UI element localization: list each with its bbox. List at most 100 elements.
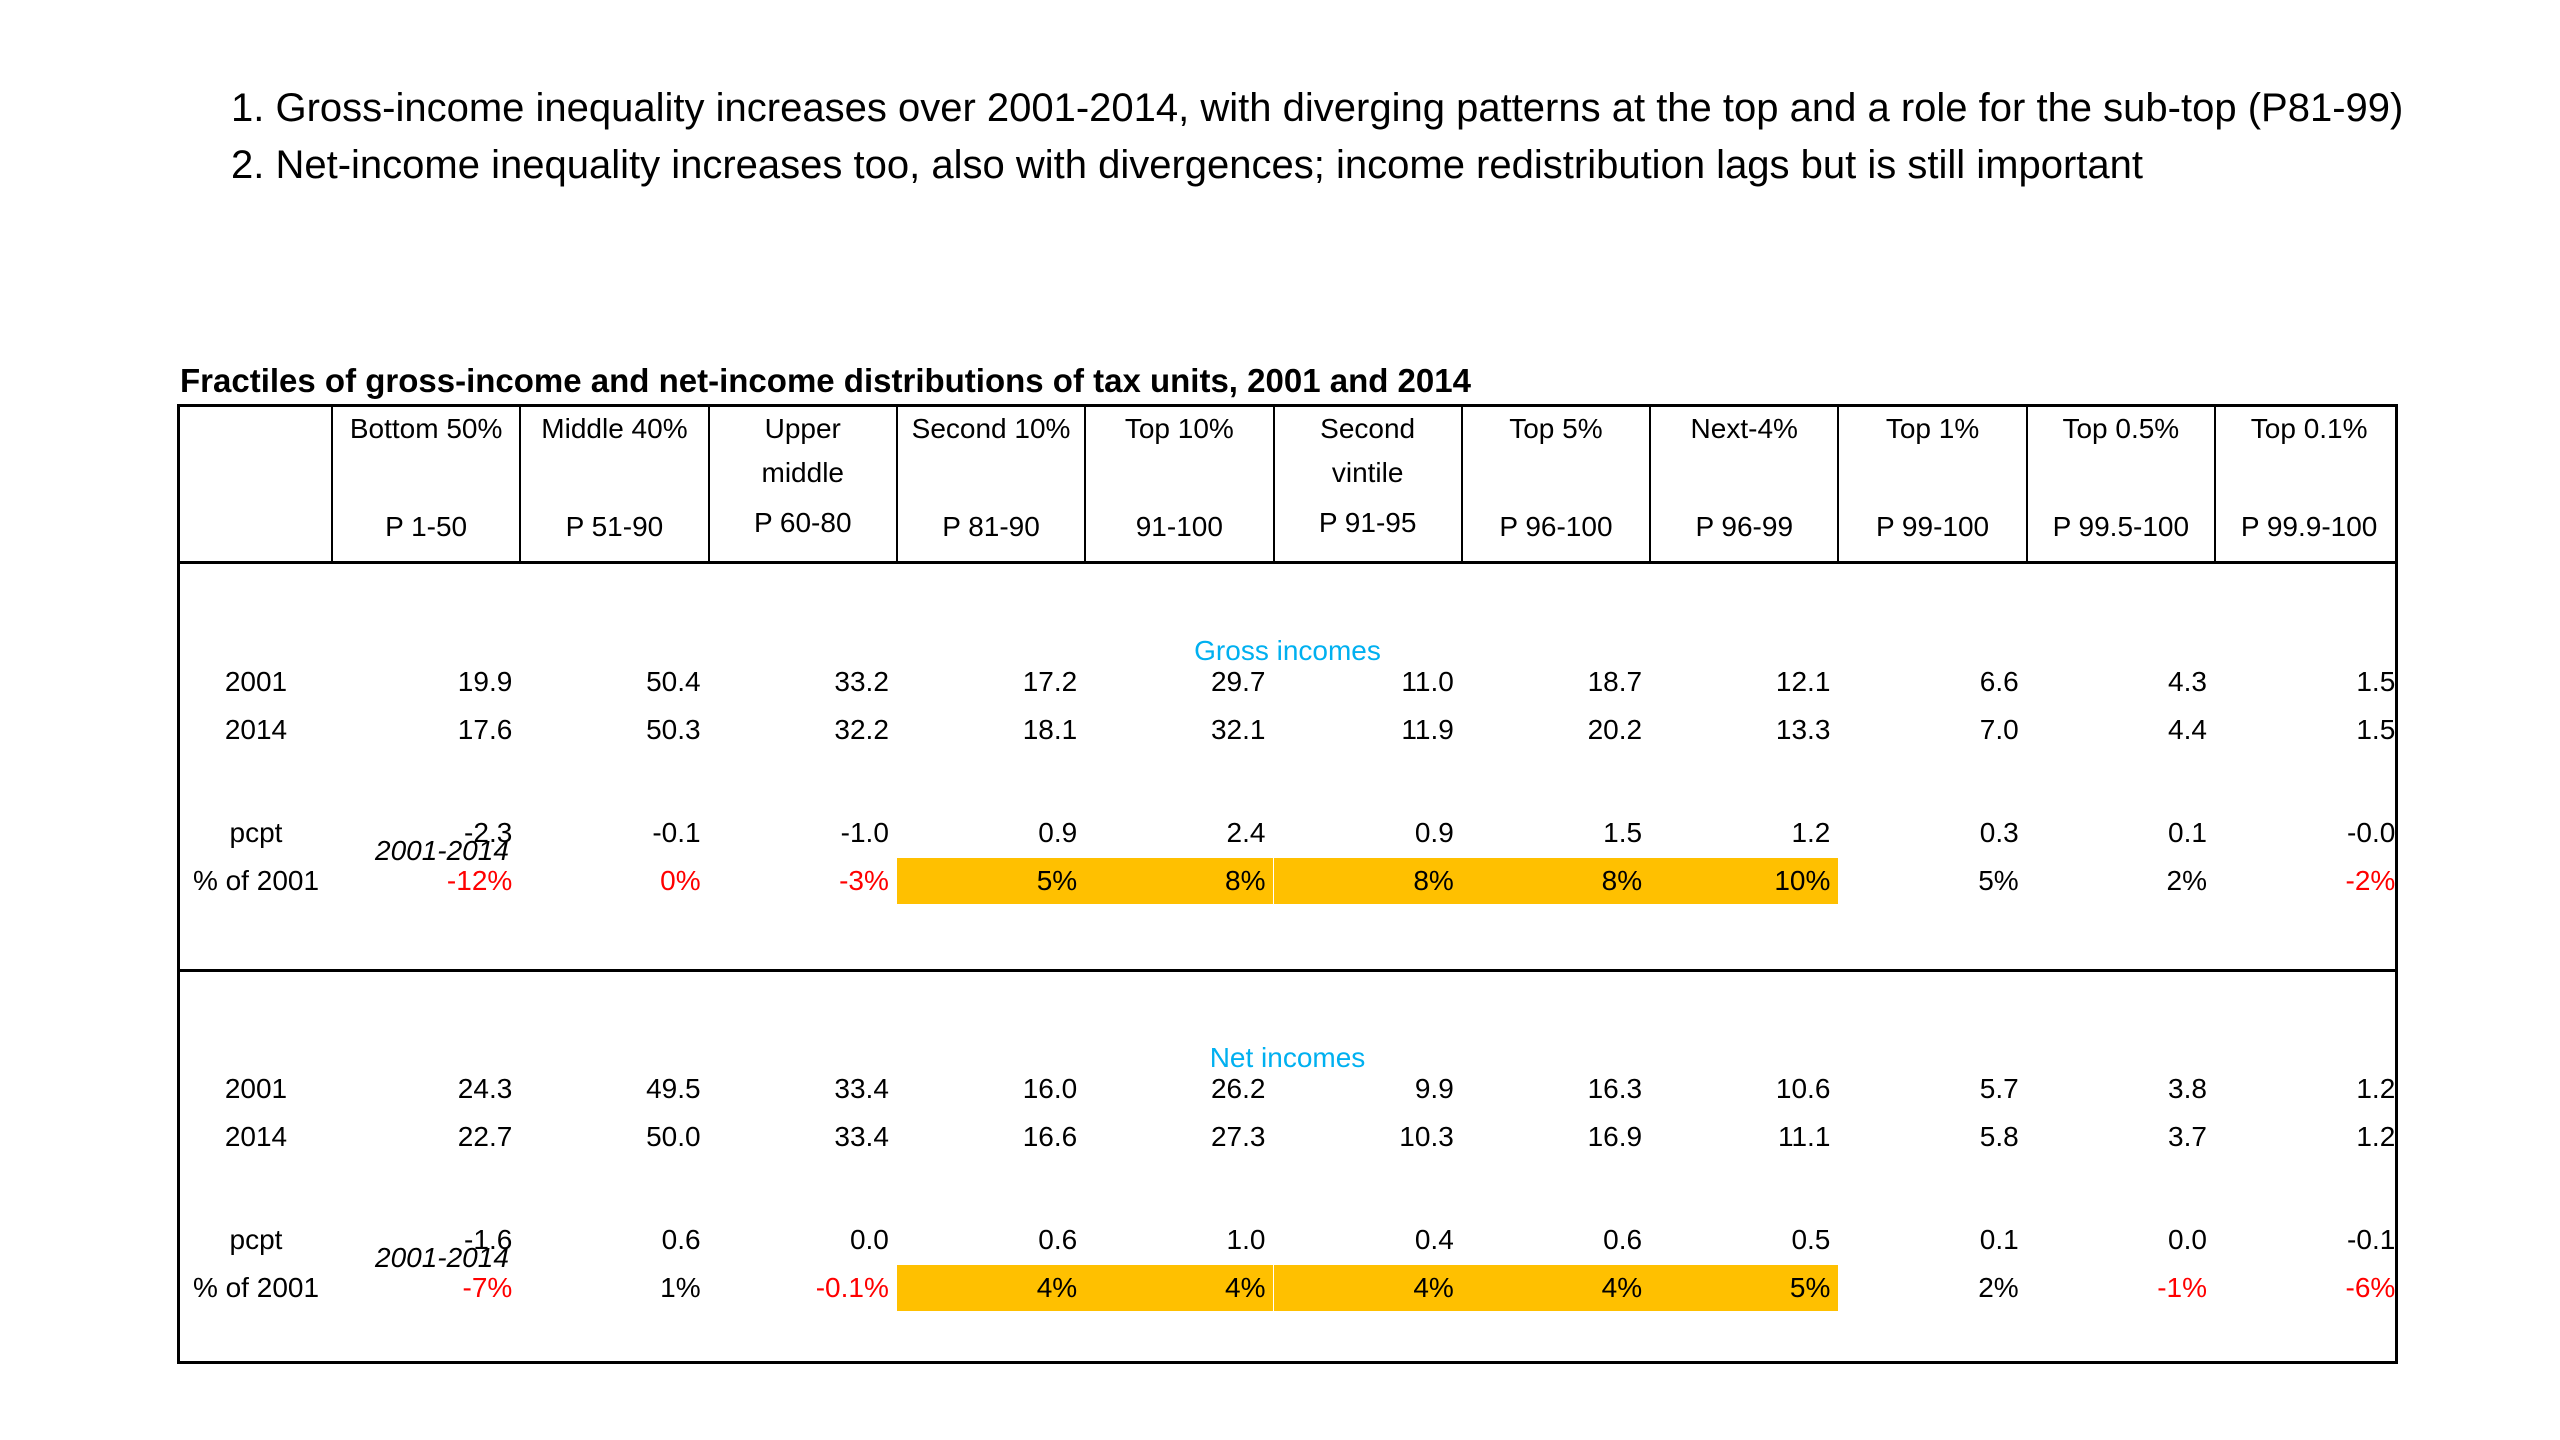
intro-line-1: 1. Gross-income inequality increases ove… bbox=[231, 86, 2404, 130]
table-cell: 3.7 bbox=[2168, 1121, 2207, 1152]
table-cell: 11.9 bbox=[1401, 714, 1454, 745]
table-cell: -1% bbox=[2157, 1272, 2207, 1303]
row-label: 2001 bbox=[224, 1073, 288, 1104]
table-cell: 7.0 bbox=[1979, 714, 2019, 745]
column-header-l1: Top 0.1% bbox=[2250, 413, 2368, 444]
column-header-l1: Bottom 50% bbox=[349, 413, 503, 444]
table-cell: 50.4 bbox=[646, 666, 701, 697]
column-header-l3: P 1-50 bbox=[385, 511, 468, 542]
section-label-gross: Gross incomes bbox=[1194, 635, 1381, 666]
table-cell: 49.5 bbox=[646, 1073, 701, 1104]
table-row: 2001 24.3 49.5 33.4 16.0 26.2 9.9 16.3 10.6 5.7 3.… bbox=[180, 1066, 2395, 1112]
table-cell: 17.2 bbox=[1022, 666, 1078, 697]
column-header-l1: Second 10% bbox=[911, 413, 1071, 444]
table-cell: 8% bbox=[1085, 858, 1274, 904]
table-cell: 32.2 bbox=[834, 714, 889, 745]
table-cell: 13.3 bbox=[1775, 714, 1831, 745]
column-header-l1: Top 5% bbox=[1509, 413, 1603, 444]
table-cell: 0.1 bbox=[1979, 1224, 2019, 1255]
column-header: Second vintile P 91-95 bbox=[1274, 407, 1462, 564]
table-cell: 2% bbox=[1978, 1272, 2019, 1303]
table-cell: 19.9 bbox=[457, 666, 513, 697]
table-cell: 0.6 bbox=[661, 1224, 701, 1255]
row-label: 2014 bbox=[224, 714, 288, 745]
column-header: Bottom 50% P 1-50 bbox=[332, 407, 520, 564]
column-header-l1: Next-4% bbox=[1690, 413, 1798, 444]
column-header: Top 0.5% P 99.5-100 bbox=[2027, 407, 2215, 564]
column-header: Top 10% 91-100 bbox=[1085, 407, 1273, 564]
table-cell: 0.3 bbox=[1979, 817, 2019, 848]
header-column-divider bbox=[707, 407, 710, 564]
table-cell: -1.6 bbox=[464, 1224, 513, 1255]
table-cell: -6% bbox=[2345, 1272, 2396, 1303]
table-cell: 12.1 bbox=[1775, 666, 1831, 697]
header-column-divider bbox=[331, 407, 333, 564]
table-cell: 1.2 bbox=[1791, 817, 1831, 848]
table-cell: 24.3 bbox=[457, 1073, 513, 1104]
column-header: Second 10% P 81-90 bbox=[897, 407, 1085, 564]
table-cell: 4.3 bbox=[2168, 666, 2207, 697]
table-cell: 0% bbox=[660, 865, 701, 896]
table-cell: 16.6 bbox=[1022, 1121, 1078, 1152]
table-cell: 0.0 bbox=[2168, 1224, 2207, 1255]
column-header-l3: P 60-80 bbox=[753, 507, 852, 538]
table-cell: 33.4 bbox=[834, 1073, 889, 1104]
table-cell: 33.4 bbox=[834, 1121, 889, 1152]
table-cell: 0.9 bbox=[1038, 817, 1078, 848]
table-cell: 1.2 bbox=[2356, 1121, 2396, 1152]
section-divider bbox=[180, 969, 2395, 972]
column-header: Top 1% P 99-100 bbox=[1838, 407, 2026, 564]
table-cell: -0.1 bbox=[652, 817, 701, 848]
intro-line-2: 2. Net-income inequality increases too, … bbox=[231, 143, 2144, 187]
table-cell: 5% bbox=[896, 858, 1086, 904]
table-cell: 1.5 bbox=[1603, 817, 1643, 848]
table-cell: 3.8 bbox=[2168, 1073, 2207, 1104]
table-cell: 32.1 bbox=[1210, 714, 1266, 745]
table-cell: 11.1 bbox=[1777, 1121, 1831, 1152]
table-cell: 4% bbox=[896, 1265, 1086, 1311]
table-cell: 20.2 bbox=[1587, 714, 1643, 745]
column-header-l1: Upper bbox=[764, 413, 841, 444]
column-header-l3: P 91-95 bbox=[1318, 507, 1417, 538]
table-cell: 1.5 bbox=[2356, 666, 2396, 697]
fractiles-table: Gross incomes 2001-2014 Net incomes 2001… bbox=[177, 404, 2398, 1364]
header-column-divider bbox=[1084, 407, 1087, 564]
table-cell: 1% bbox=[660, 1272, 701, 1303]
column-header-l3: P 96-99 bbox=[1695, 511, 1794, 542]
table-cell: 18.7 bbox=[1587, 666, 1643, 697]
table-cell: -3% bbox=[839, 865, 889, 896]
period-label-net: 2001-2014 bbox=[375, 1242, 509, 1273]
row-label: pcpt bbox=[229, 817, 283, 848]
column-header-l2: middle bbox=[761, 457, 844, 488]
column-header-l2: vintile bbox=[1331, 457, 1404, 488]
column-header: Upper middle P 60-80 bbox=[709, 407, 897, 564]
table-cell: 29.7 bbox=[1210, 666, 1266, 697]
header-column-divider bbox=[1649, 407, 1652, 564]
table-row: 2001 19.9 50.4 33.2 17.2 29.7 11.0 18.7 12.1 6.6 4… bbox=[180, 659, 2395, 705]
intro-text: 1. Gross-income inequality increases ove… bbox=[208, 80, 2508, 194]
column-header-l1: Top 1% bbox=[1885, 413, 1980, 444]
table-row: 2014 22.7 50.0 33.4 16.6 27.3 10.3 16.9 11.1 5.8 3… bbox=[180, 1114, 2395, 1160]
table-row: pcpt -2.3 -0.1 -1.0 0.9 2.4 0.9 1.5 1.2 0.3 0.1 -0.… bbox=[180, 810, 2396, 856]
table-cell: 17.6 bbox=[457, 714, 513, 745]
table-cell: 1.5 bbox=[2356, 714, 2396, 745]
header-column-divider bbox=[2025, 407, 2028, 564]
table-cell: -2.3 bbox=[464, 817, 513, 848]
table-cell: 0.6 bbox=[1038, 1224, 1078, 1255]
header-column-divider bbox=[2214, 407, 2216, 564]
column-header-l3: P 99.9-100 bbox=[2240, 511, 2378, 542]
column-header: Middle 40% P 51-90 bbox=[520, 407, 708, 564]
table-cell: -0.1 bbox=[2347, 1224, 2396, 1255]
table-cell: 4.4 bbox=[2168, 714, 2207, 745]
row-label: pcpt bbox=[229, 1224, 283, 1255]
table-cell: 0.5 bbox=[1791, 1224, 1831, 1255]
column-header: Next-4% P 96-99 bbox=[1650, 407, 1838, 564]
column-header-l1: Middle 40% bbox=[541, 413, 688, 444]
column-header-l3: P 99.5-100 bbox=[2052, 511, 2190, 542]
table-cell: 16.9 bbox=[1587, 1121, 1643, 1152]
header-column-divider bbox=[895, 407, 898, 564]
table-cell: 33.2 bbox=[834, 666, 889, 697]
table-cell: 8% bbox=[1273, 858, 1462, 904]
table-cell: 22.7 bbox=[457, 1121, 513, 1152]
table-cell: 10% bbox=[1650, 858, 1839, 904]
